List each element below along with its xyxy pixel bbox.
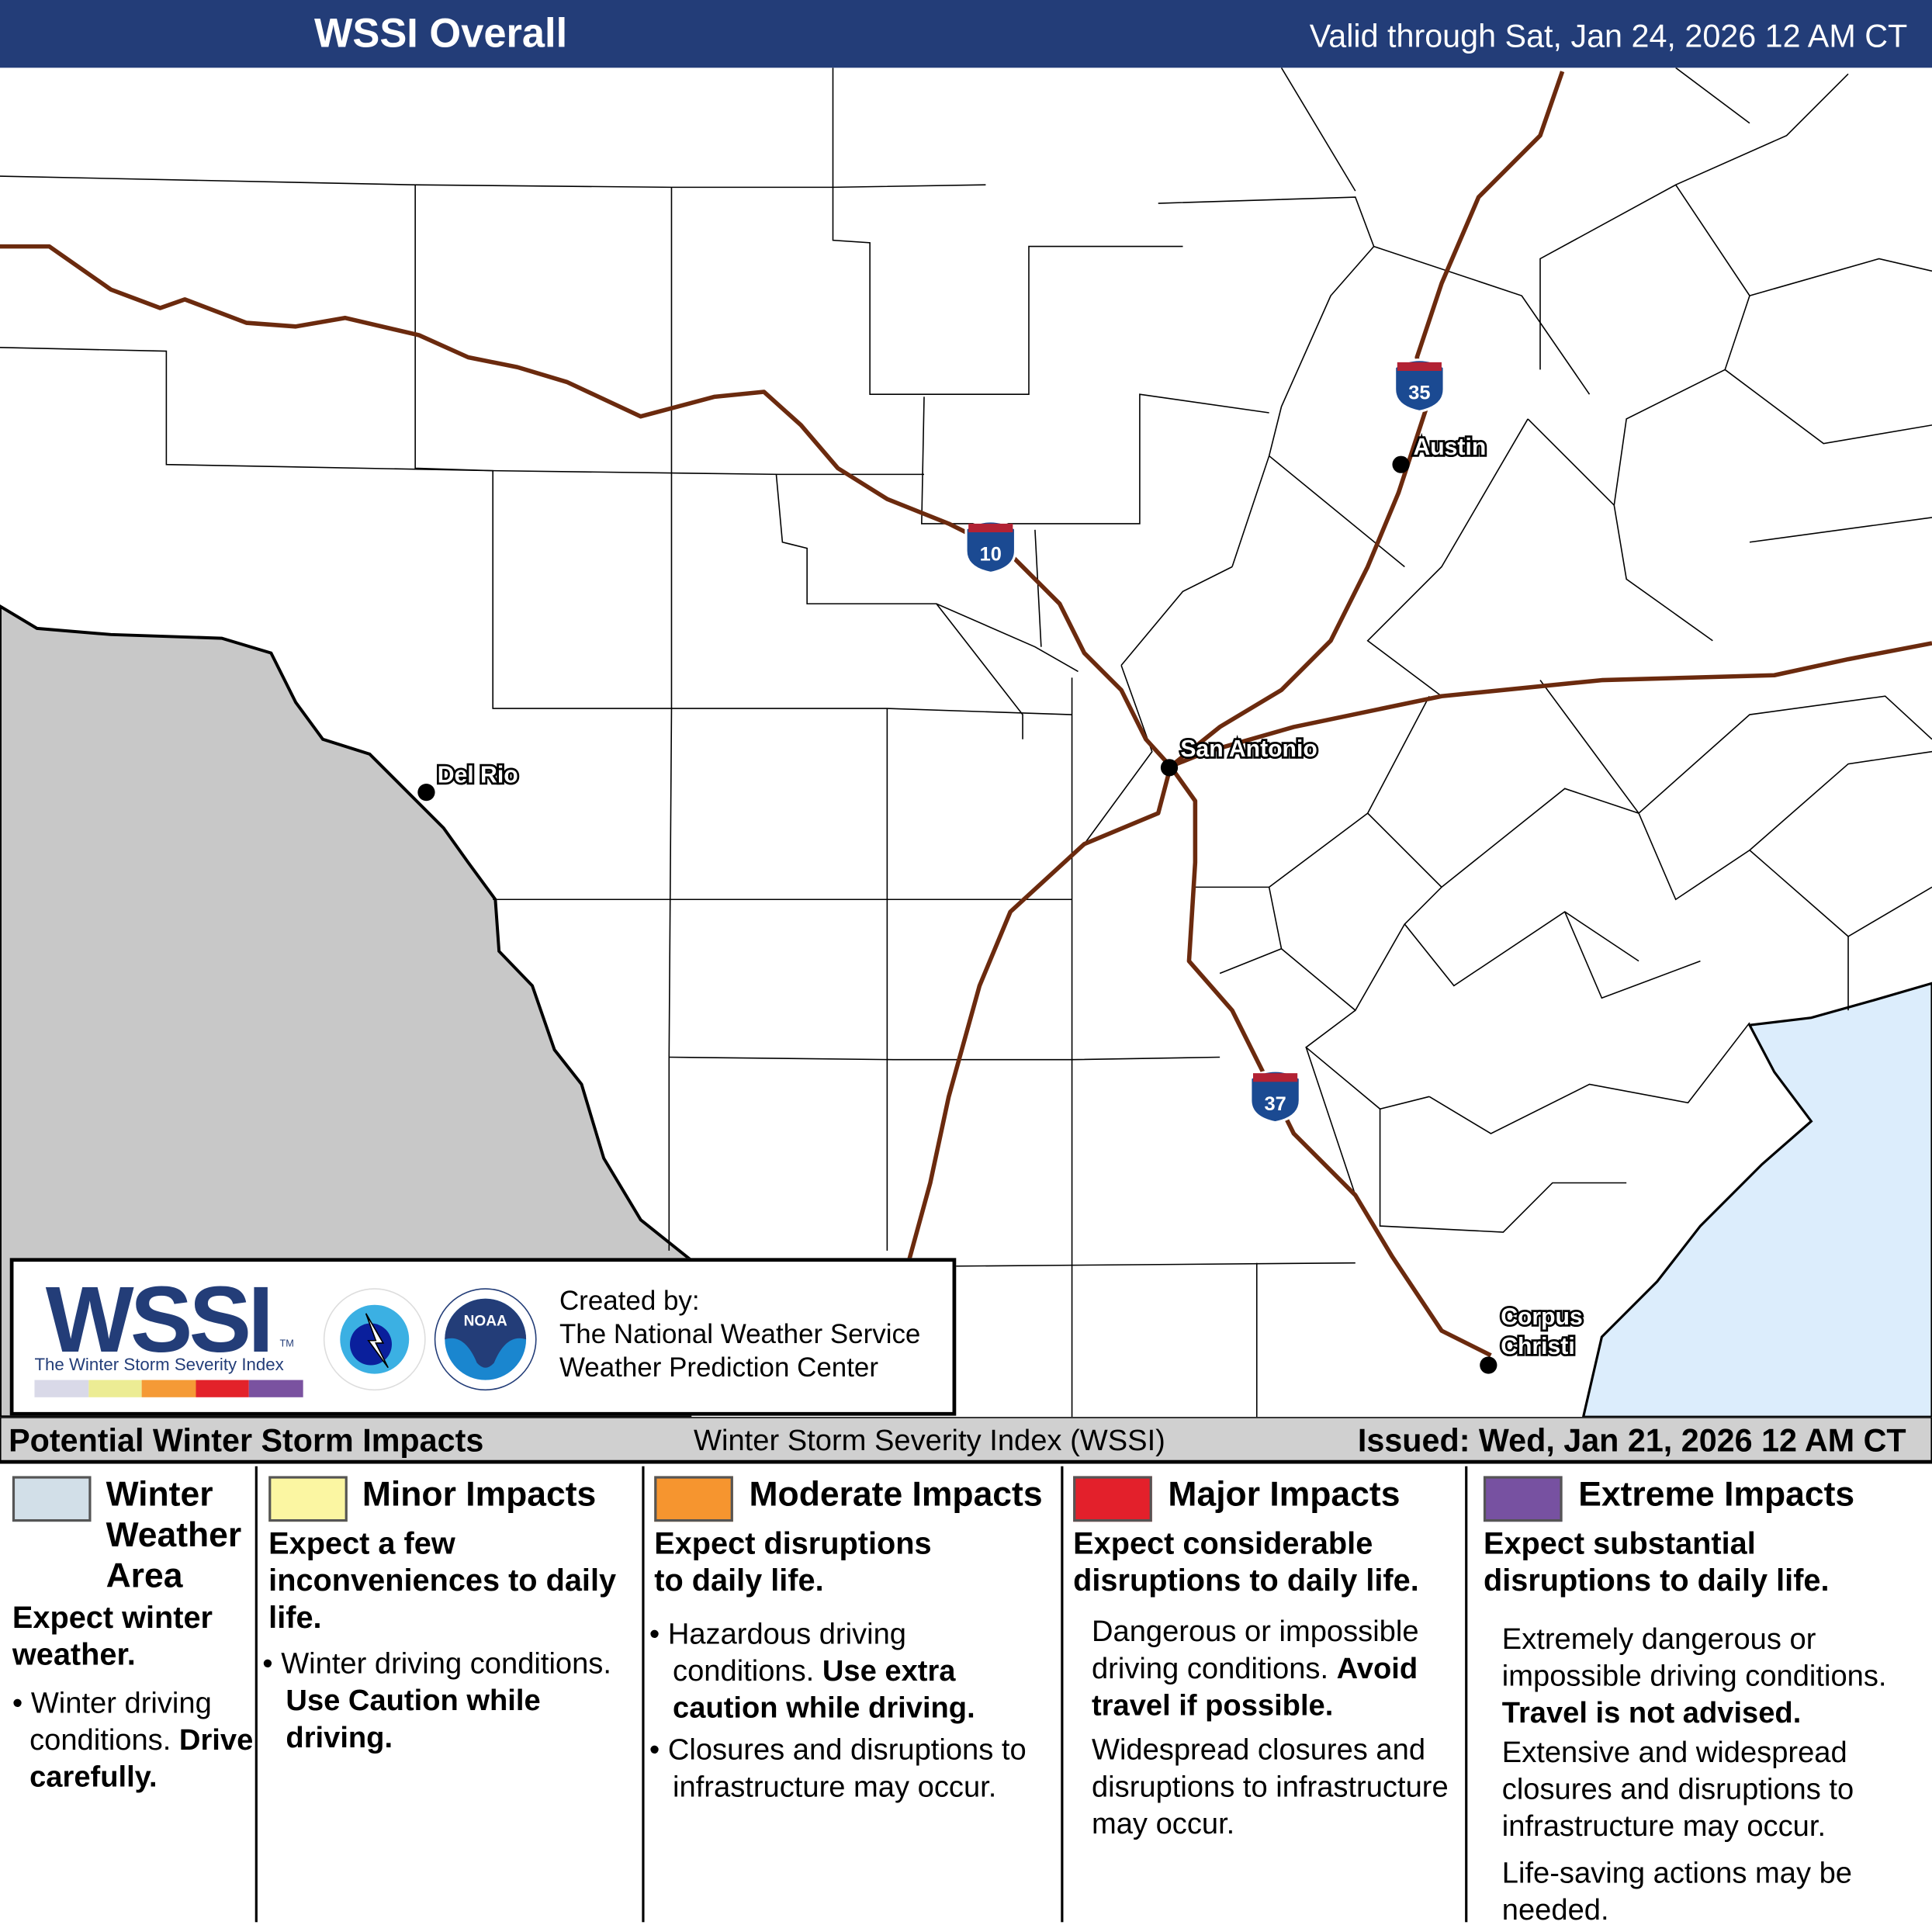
- map: Austin San Antonio Del Rio Corpus Christ…: [0, 68, 1932, 1418]
- impact-legend: Winter Weather Area Expect winter weathe…: [0, 1464, 1932, 1932]
- impact-text: Widespread closures and disruptions to i…: [1091, 1733, 1449, 1841]
- legend-winter-weather-area: Winter Weather Area Expect winter weathe…: [12, 1464, 254, 1923]
- created-by: Created by:: [559, 1285, 700, 1316]
- city-christi: Christi: [1501, 1334, 1575, 1359]
- noaa-logo-icon: NOAA: [434, 1288, 537, 1391]
- svg-text:NOAA: NOAA: [464, 1314, 507, 1330]
- interstate-37: [1169, 765, 1492, 1358]
- category-title: Winter Weather Area: [106, 1474, 242, 1594]
- wssi-subtitle: The Winter Storm Severity Index: [34, 1354, 284, 1374]
- legend-title: Potential Winter Storm Impacts: [9, 1421, 484, 1459]
- svg-text:35: 35: [1408, 383, 1430, 404]
- category-title: Minor Impacts: [362, 1474, 597, 1514]
- severity-color-bar: [34, 1380, 303, 1397]
- swatch-major: [1073, 1476, 1152, 1522]
- category-summary: Expect winter weather.: [12, 1600, 213, 1672]
- swatch-winter-weather: [12, 1476, 92, 1522]
- swatch-minor: [268, 1476, 348, 1522]
- category-summary: Expect a few inconveniences to daily lif…: [268, 1526, 617, 1636]
- credits-text: Created by: The National Weather Service…: [559, 1284, 920, 1384]
- category-title: Major Impacts: [1168, 1474, 1401, 1514]
- bullet: • Hazardous driving conditions. Use extr…: [649, 1618, 975, 1726]
- bullet: • Winter driving conditions. Use Caution…: [262, 1647, 611, 1755]
- bullet: • Winter driving conditions. Drive caref…: [12, 1686, 254, 1795]
- org-nws: The National Weather Service: [559, 1318, 921, 1349]
- category-summary: Expect disruptions to daily life.: [654, 1526, 932, 1598]
- city-san-antonio: San Antonio: [1180, 736, 1317, 762]
- org-wpc: Weather Prediction Center: [559, 1352, 879, 1383]
- impact-text: Life-saving actions may be needed.: [1501, 1857, 1853, 1927]
- svg-text:37: 37: [1264, 1093, 1286, 1115]
- legend-minor-impacts: Minor Impacts Expect a few inconvenience…: [262, 1464, 638, 1923]
- city-del-rio: Del Rio: [438, 762, 518, 788]
- legend-moderate-impacts: Moderate Impacts Expect disruptions to d…: [649, 1464, 1058, 1923]
- trademark: TM: [279, 1338, 294, 1349]
- svg-text:10: 10: [980, 544, 1002, 566]
- nws-logo-icon: [323, 1288, 426, 1391]
- swatch-moderate: [654, 1476, 733, 1522]
- category-summary: Expect substantial disruptions to daily …: [1483, 1526, 1830, 1598]
- category-summary: Expect considerable disruptions to daily…: [1073, 1526, 1419, 1598]
- interstates: [0, 71, 1932, 1358]
- shield-i37-icon: 37: [1249, 1069, 1301, 1124]
- legend-extreme-impacts: Extreme Impacts Expect substantial disru…: [1483, 1464, 1930, 1927]
- impact-text: Dangerous or impossible driving conditio…: [1091, 1615, 1419, 1723]
- issued-time: Issued: Wed, Jan 21, 2026 12 AM CT: [1357, 1421, 1906, 1459]
- map-title: WSSI Overall: [313, 9, 568, 56]
- wssi-logo: WSSI: [45, 1268, 274, 1373]
- category-title: Moderate Impacts: [749, 1474, 1043, 1514]
- index-name: Winter Storm Severity Index (WSSI): [694, 1424, 1165, 1458]
- mexico-region: [0, 604, 692, 1418]
- impact-text: Extensive and widespread closures and di…: [1501, 1736, 1854, 1844]
- city-austin: Austin: [1413, 435, 1486, 460]
- shield-i35-icon: 35: [1394, 358, 1446, 414]
- county-boundaries: [0, 68, 1932, 1418]
- gulf-of-mexico: [1581, 982, 1932, 1418]
- valid-time: Valid through Sat, Jan 24, 2026 12 AM CT: [1309, 17, 1908, 54]
- interstate-35: [907, 71, 1565, 1260]
- header-bar: WSSI Overall Valid through Sat, Jan 24, …: [0, 0, 1932, 68]
- interstate-10: [0, 244, 1932, 769]
- swatch-extreme: [1483, 1476, 1563, 1522]
- credits-box: WSSI TM The Winter Storm Severity Index …: [9, 1258, 957, 1416]
- bullet: • Closures and disruptions to infrastruc…: [649, 1733, 1027, 1804]
- city-corpus: Corpus: [1501, 1304, 1583, 1330]
- shield-i10-icon: 10: [964, 520, 1017, 575]
- legend-header-strip: Potential Winter Storm Impacts Winter St…: [0, 1417, 1932, 1464]
- impact-text: Extremely dangerous or impossible drivin…: [1501, 1622, 1887, 1730]
- city-dots: [417, 455, 1497, 1374]
- legend-major-impacts: Major Impacts Expect considerable disrup…: [1073, 1464, 1463, 1923]
- category-title: Extreme Impacts: [1578, 1474, 1855, 1514]
